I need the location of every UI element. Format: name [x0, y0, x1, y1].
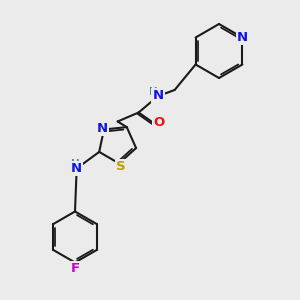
Text: N: N: [153, 89, 164, 103]
Text: O: O: [153, 116, 165, 130]
Text: H: H: [71, 159, 80, 169]
Text: H: H: [149, 87, 158, 98]
Text: F: F: [70, 262, 80, 275]
Text: N: N: [237, 31, 248, 44]
Text: N: N: [71, 162, 82, 175]
Text: N: N: [97, 122, 108, 134]
Text: S: S: [116, 160, 125, 173]
